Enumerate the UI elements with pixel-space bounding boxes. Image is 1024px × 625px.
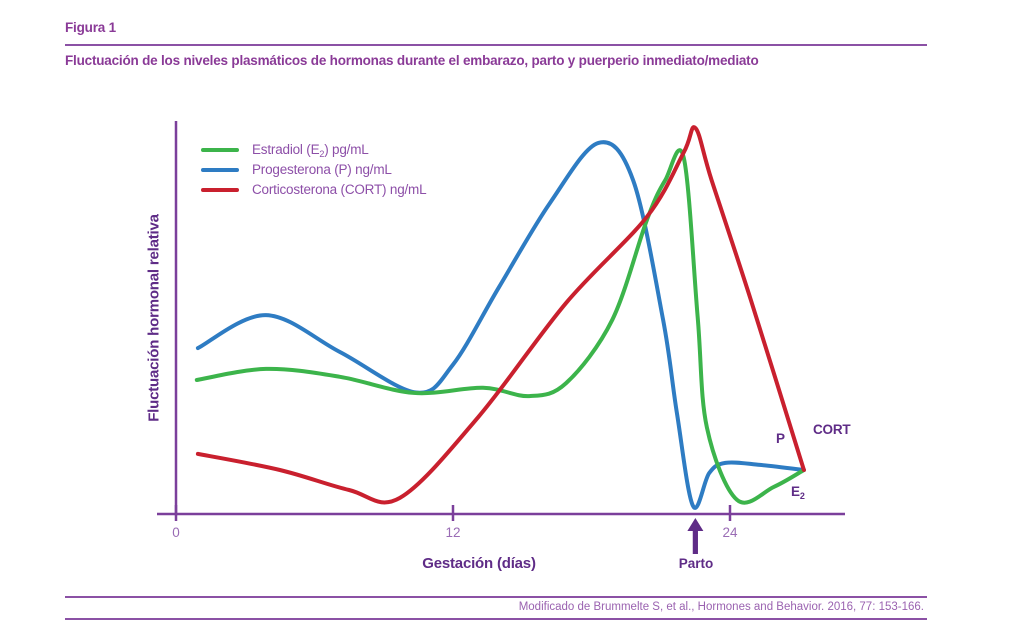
corticosterona-curve	[195, 125, 806, 505]
legend-label-estradiol: Estradiol (E2) pg/mL	[252, 141, 369, 159]
chart-legend: Estradiol (E2) pg/mL Progesterona (P) ng…	[201, 141, 427, 197]
parto-annotation-label: Parto	[678, 556, 714, 571]
y-axis-label: Fluctuación hormonal relativa	[145, 214, 163, 422]
header-divider	[65, 44, 927, 46]
source-divider-top	[65, 596, 927, 598]
corticosterona-line-swatch	[201, 187, 239, 193]
source-divider-bottom	[65, 618, 927, 620]
corticosterona-end-label: CORT	[813, 422, 851, 437]
x-tick-label: 0	[172, 525, 180, 540]
estradiol-line-swatch	[201, 147, 239, 153]
x-tick-label: 12	[445, 525, 460, 540]
parto-arrow-icon	[687, 518, 704, 554]
legend-item-corticosterona: Corticosterona (CORT) ng/mL	[201, 181, 427, 197]
estradiol-curve	[194, 148, 806, 505]
legend-label-corticosterona: Corticosterona (CORT) ng/mL	[252, 181, 427, 197]
figure-label: Figura 1	[65, 20, 116, 35]
progesterona-curve	[195, 140, 806, 510]
progesterona-line-swatch	[201, 167, 239, 173]
x-axis-label: Gestación (días)	[422, 555, 536, 572]
x-tick-label: 24	[722, 525, 738, 540]
legend-item-progesterona: Progesterona (P) ng/mL	[201, 161, 426, 177]
estradiol-end-label: E2	[791, 484, 805, 501]
legend-label-progesterona: Progesterona (P) ng/mL	[252, 161, 392, 177]
progesterona-end-label: P	[776, 431, 785, 446]
figure-title: Fluctuación de los niveles plasmáticos d…	[65, 53, 759, 68]
legend-item-estradiol: Estradiol (E2) pg/mL	[201, 141, 426, 159]
source-note: Modificado de Brummelte S, et al., Hormo…	[518, 601, 924, 613]
x-axis-ticks: 0 12 24	[172, 505, 738, 540]
